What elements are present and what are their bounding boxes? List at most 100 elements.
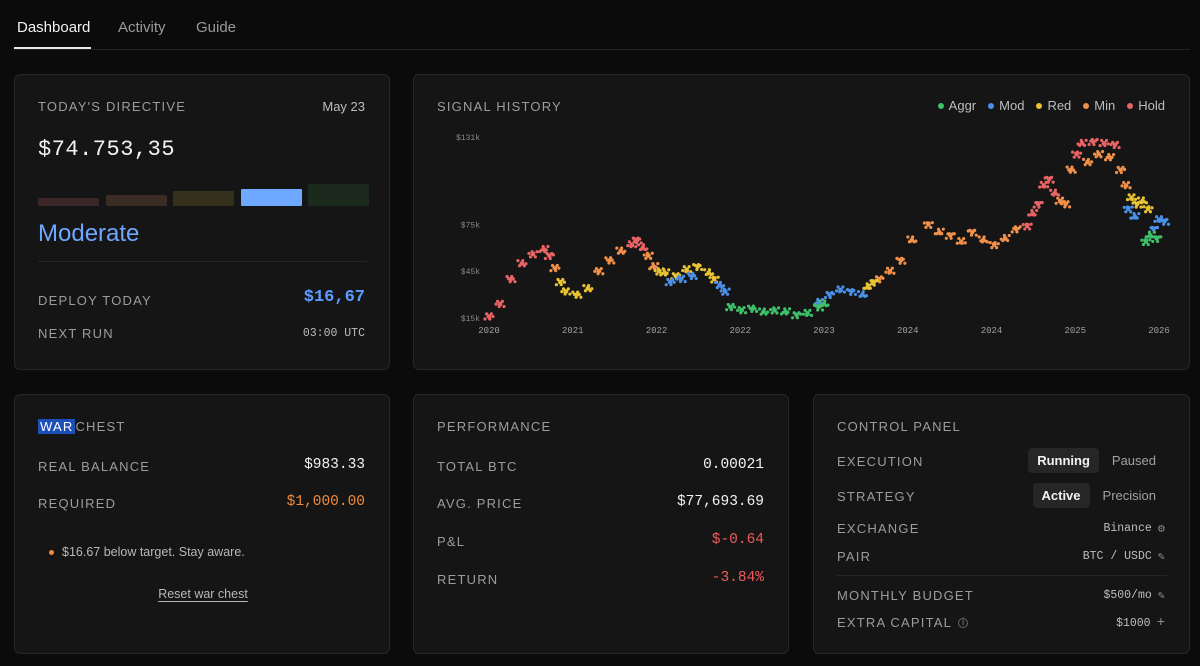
data-point-hold	[1026, 223, 1030, 227]
data-point-hold	[1095, 137, 1099, 142]
signal-level-bar	[105, 194, 167, 206]
data-point-min	[930, 221, 934, 225]
data-point-min	[550, 263, 555, 268]
data-point-min	[1128, 186, 1132, 190]
data-point-red	[1130, 197, 1134, 202]
data-point-min	[982, 235, 986, 239]
data-point-min	[892, 271, 896, 275]
data-point-hold	[1032, 205, 1036, 209]
tab-dashboard[interactable]: Dashboard	[17, 19, 91, 36]
tab-guide[interactable]: Guide	[196, 19, 237, 36]
tab-activity[interactable]: Activity	[118, 19, 166, 36]
data-point-min	[1111, 153, 1116, 157]
tab-bar: Dashboard Activity Guide	[14, 0, 1190, 50]
data-point-red	[875, 278, 880, 283]
data-point-hold	[533, 255, 537, 259]
data-point-red	[703, 268, 707, 272]
data-point-hold	[1112, 145, 1116, 150]
data-point-mod	[1155, 215, 1159, 219]
data-point-aggr	[1141, 242, 1146, 247]
strategy-precision-button[interactable]: Precision	[1102, 488, 1156, 503]
data-point-hold	[1111, 140, 1115, 144]
data-point-hold	[1087, 142, 1091, 147]
data-point-aggr	[725, 308, 729, 312]
data-point-mod	[675, 277, 679, 281]
info-icon[interactable]: i	[958, 617, 969, 628]
data-point-mod	[864, 294, 869, 298]
x-tick-label: 2022	[729, 326, 751, 336]
data-point-min	[1066, 200, 1070, 204]
data-point-mod	[671, 277, 675, 282]
execution-paused-button[interactable]: Paused	[1111, 453, 1156, 468]
data-point-min	[885, 266, 890, 270]
data-point-aggr	[753, 306, 757, 311]
data-point-hold	[1049, 175, 1054, 179]
data-point-red	[1150, 206, 1154, 210]
data-point-hold	[639, 241, 643, 245]
data-point-red	[1144, 210, 1148, 214]
x-tick-label: 2021	[562, 326, 584, 336]
data-point-red	[1134, 205, 1138, 209]
edit-pencil-icon[interactable]: ✎	[1157, 589, 1165, 603]
data-point-min	[1015, 230, 1019, 234]
data-point-mod	[691, 271, 695, 275]
legend-item-min: Min	[1083, 98, 1115, 113]
data-point-hold	[1104, 138, 1109, 143]
legend-item-red: Red	[1036, 98, 1071, 113]
plus-icon[interactable]: +	[1156, 615, 1165, 631]
data-point-aggr	[1146, 235, 1150, 239]
data-point-red	[1142, 205, 1146, 209]
legend-item-mod: Mod	[988, 98, 1024, 113]
data-point-hold	[506, 277, 511, 281]
data-point-mod	[678, 279, 683, 284]
data-point-red	[871, 278, 875, 283]
pnl-value: $-0.64	[711, 532, 764, 548]
data-point-mod	[721, 292, 725, 296]
data-point-hold	[511, 277, 515, 281]
data-point-min	[1085, 160, 1089, 164]
edit-pencil-icon[interactable]: ✎	[1157, 550, 1165, 564]
gear-icon[interactable]: ⚙	[1157, 522, 1165, 536]
data-point-hold	[1033, 213, 1037, 217]
data-point-mod	[1132, 211, 1136, 216]
data-point-red	[706, 272, 710, 276]
data-point-min	[605, 258, 610, 262]
data-point-mod	[682, 274, 686, 278]
data-point-hold	[1079, 151, 1083, 155]
data-point-hold	[640, 247, 644, 251]
data-point-red	[707, 268, 712, 272]
data-point-hold	[551, 253, 556, 257]
data-point-aggr	[773, 308, 777, 312]
data-point-hold	[510, 274, 514, 279]
data-point-hold	[1038, 185, 1042, 189]
data-point-hold	[502, 304, 506, 309]
data-point-red	[562, 280, 566, 284]
data-point-min	[960, 241, 964, 245]
legend-dot-icon	[937, 102, 944, 109]
data-point-aggr	[770, 311, 774, 315]
data-point-aggr	[742, 305, 746, 310]
data-point-hold	[1098, 143, 1102, 148]
data-point-hold	[1049, 188, 1053, 192]
data-point-hold	[539, 248, 544, 252]
data-point-red	[568, 292, 572, 296]
data-point-red	[1127, 193, 1131, 197]
data-point-min	[881, 276, 885, 280]
data-point-min	[1120, 184, 1124, 188]
data-point-hold	[486, 314, 490, 319]
execution-running-button[interactable]: Running	[1028, 448, 1099, 473]
data-point-min	[647, 253, 651, 257]
deploy-today-label: DEPLOY TODAY	[38, 293, 152, 308]
strategy-active-button[interactable]: Active	[1032, 483, 1090, 508]
data-point-red	[863, 286, 868, 290]
data-point-min	[1097, 152, 1101, 156]
data-point-red	[565, 289, 569, 294]
data-point-mod	[834, 289, 839, 293]
reset-war-chest-link[interactable]: Reset war chest	[158, 587, 248, 601]
data-point-aggr	[821, 303, 825, 307]
data-point-aggr	[1151, 239, 1155, 244]
data-point-aggr	[794, 312, 798, 316]
data-point-red	[1144, 201, 1149, 205]
data-point-red	[710, 280, 714, 284]
data-point-hold	[1100, 138, 1104, 143]
